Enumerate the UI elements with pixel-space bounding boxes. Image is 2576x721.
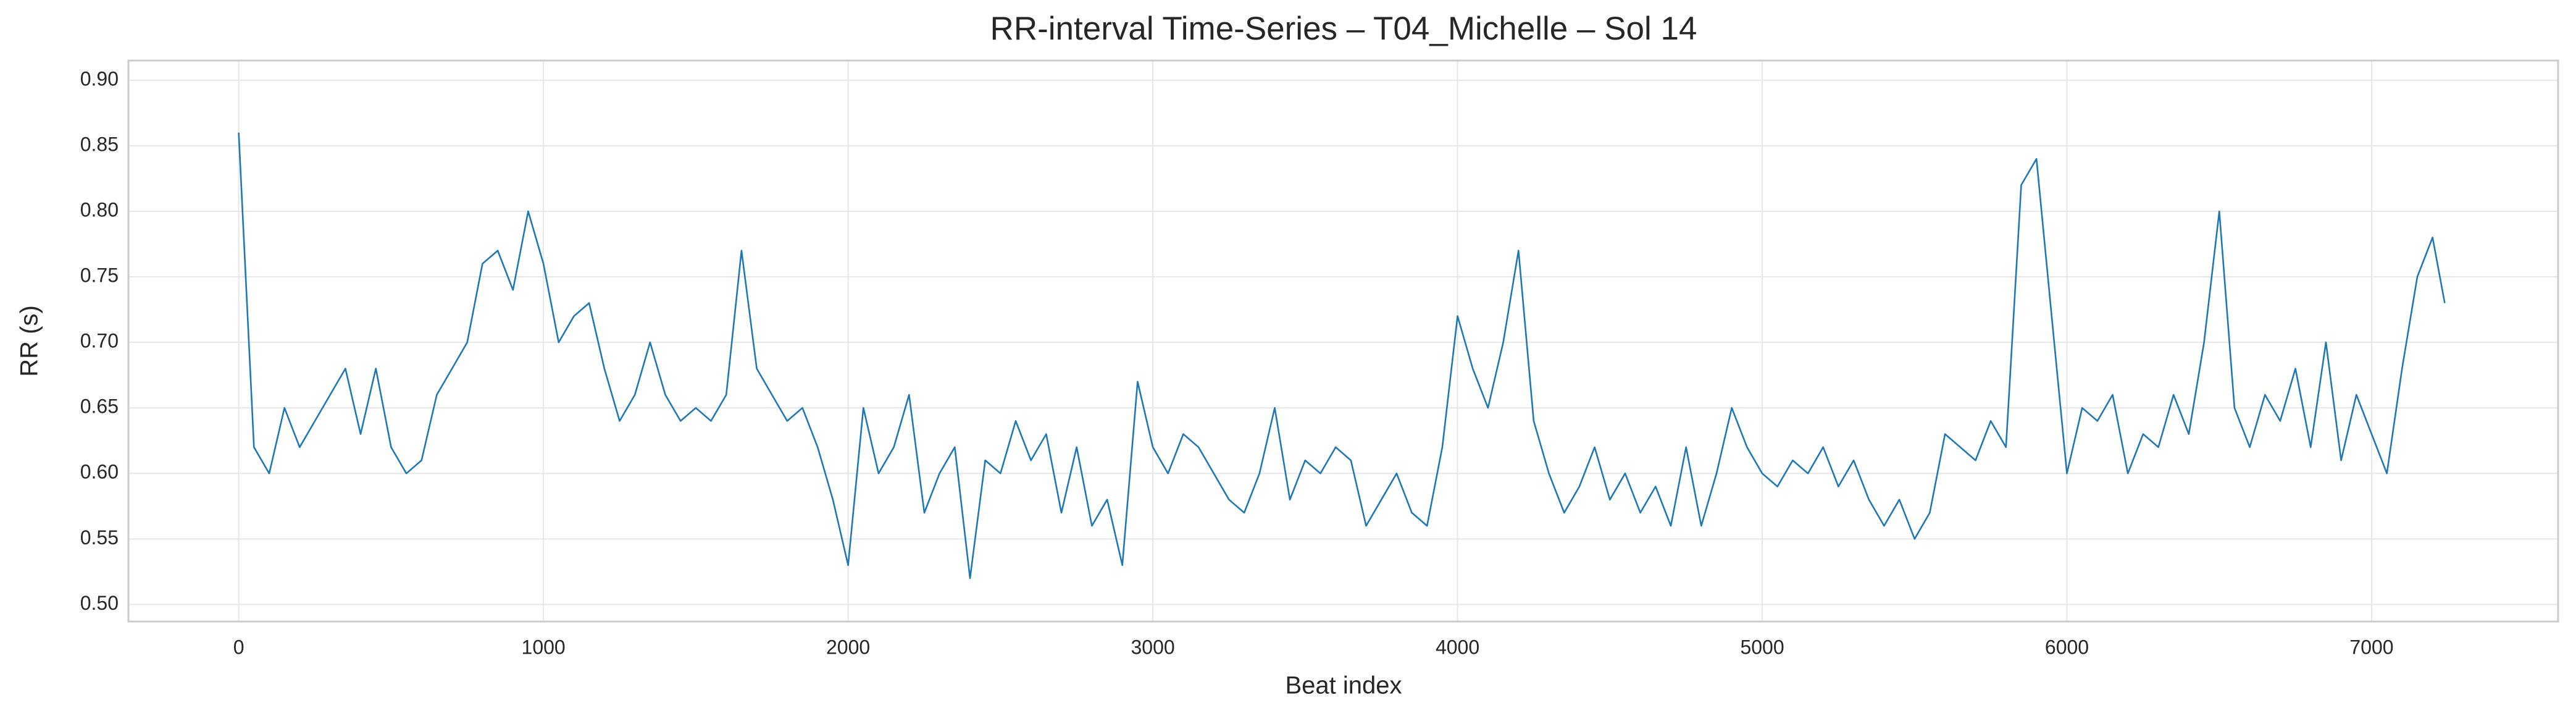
x-tick-label: 1000 — [522, 636, 566, 658]
x-tick-label: 7000 — [2349, 636, 2393, 658]
chart-title: RR-interval Time-Series – T04_Michelle –… — [990, 11, 1697, 47]
y-tick-label: 0.65 — [80, 395, 119, 418]
y-tick-label: 0.80 — [80, 198, 119, 221]
y-tick-label: 0.50 — [80, 592, 119, 614]
x-tick-label: 2000 — [826, 636, 870, 658]
data-line — [238, 132, 2446, 580]
x-tick-label: 0 — [233, 636, 245, 658]
plot-frame — [127, 59, 2559, 623]
y-tick-label: 0.90 — [80, 67, 119, 90]
y-tick-label: 0.70 — [80, 330, 119, 352]
x-tick-label: 5000 — [1740, 636, 1784, 658]
x-tick-label: 4000 — [1436, 636, 1479, 658]
y-tick-label: 0.55 — [80, 526, 119, 549]
x-tick-label: 6000 — [2045, 636, 2089, 658]
y-tick-label: 0.75 — [80, 264, 119, 286]
y-tick-label: 0.85 — [80, 133, 119, 155]
y-tick-label: 0.60 — [80, 461, 119, 483]
y-axis-label: RR (s) — [16, 305, 43, 377]
x-tick-label: 3000 — [1131, 636, 1174, 658]
x-axis-label: Beat index — [1285, 672, 1402, 699]
